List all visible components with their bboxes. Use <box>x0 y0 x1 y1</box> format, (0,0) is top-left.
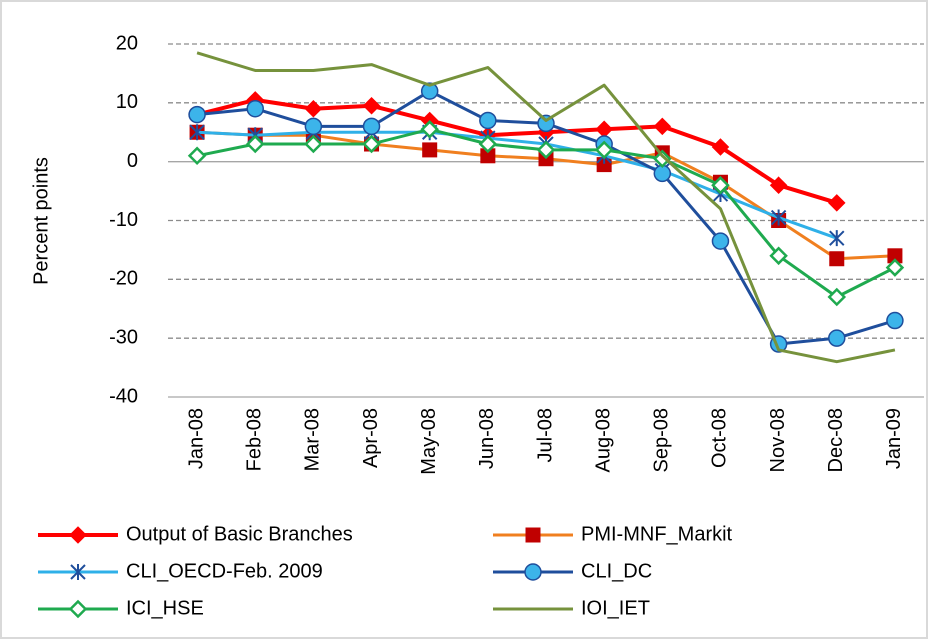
marker <box>304 134 323 154</box>
legend-label: Output of Basic Branches <box>126 523 353 545</box>
x-tick-label: Aug-08 <box>592 408 614 473</box>
marker <box>525 527 541 543</box>
marker <box>189 124 205 141</box>
marker <box>653 149 672 168</box>
y-tick-label: 20 <box>116 32 138 54</box>
legend-label: PMI-MNF_Markit <box>581 523 733 545</box>
marker <box>479 111 497 130</box>
marker <box>478 134 498 154</box>
legend-label: CLI_OECD-Feb. 2009 <box>126 560 323 582</box>
y-tick-label: -10 <box>109 209 138 231</box>
marker <box>828 329 846 347</box>
marker <box>188 105 206 124</box>
legend-label: CLI_DC <box>581 560 652 582</box>
marker <box>769 246 788 266</box>
marker <box>653 117 672 136</box>
marker <box>362 97 381 115</box>
y-tick-label: 10 <box>116 91 138 113</box>
x-tick-label: Nov-08 <box>767 408 789 472</box>
x-tick-label: Oct-08 <box>709 408 731 468</box>
marker <box>536 140 556 160</box>
x-tick-label: Jul-08 <box>534 408 556 462</box>
y-tick-label: -40 <box>109 385 138 407</box>
marker <box>770 209 787 226</box>
marker <box>829 230 845 247</box>
x-tick-label: Sep-08 <box>651 408 673 473</box>
legend-item: PMI-MNF_Markit <box>493 523 733 545</box>
series-line <box>196 51 896 364</box>
legend-label: ICI_HSE <box>126 597 204 619</box>
legend-label: IOI_IET <box>581 597 650 619</box>
marker <box>70 564 86 580</box>
marker <box>304 99 323 118</box>
marker <box>362 117 381 136</box>
marker <box>769 176 788 194</box>
legend-item: CLI_DC <box>493 560 652 582</box>
legend-item: Output of Basic Branches <box>38 523 353 545</box>
x-tick-label: May-08 <box>418 408 440 475</box>
x-tick-label: Jan-09 <box>883 408 905 469</box>
x-tick-label: Jun-08 <box>476 408 498 469</box>
marker <box>594 140 614 160</box>
marker <box>69 526 87 544</box>
marker <box>886 311 904 330</box>
marker <box>420 82 439 100</box>
marker <box>422 142 438 158</box>
marker <box>711 232 730 250</box>
y-tick-label: -30 <box>109 326 138 348</box>
x-tick-label: Jan-08 <box>185 408 207 469</box>
y-axis-label: Percent points <box>30 157 52 285</box>
marker <box>711 175 730 195</box>
legend-item: ICI_HSE <box>38 597 204 619</box>
marker <box>827 287 847 307</box>
marker <box>304 117 323 136</box>
marker <box>246 99 264 118</box>
series-line <box>196 97 838 205</box>
x-tick-label: Mar-08 <box>302 408 324 471</box>
x-tick-label: Dec-08 <box>825 408 847 472</box>
marker <box>187 146 207 166</box>
marker <box>829 251 845 267</box>
marker <box>828 194 846 212</box>
legend-item: IOI_IET <box>493 597 650 619</box>
marker <box>885 258 905 277</box>
marker <box>362 134 381 154</box>
y-tick-label: -20 <box>109 268 138 290</box>
marker <box>524 563 542 581</box>
marker <box>245 134 265 154</box>
x-tick-label: Feb-08 <box>244 408 266 471</box>
marker <box>420 120 439 139</box>
marker <box>711 138 730 156</box>
legend-item: CLI_OECD-Feb. 2009 <box>38 560 323 582</box>
marker <box>68 599 88 619</box>
x-tick-label: Apr-08 <box>360 408 382 468</box>
y-tick-label: 0 <box>127 150 138 172</box>
